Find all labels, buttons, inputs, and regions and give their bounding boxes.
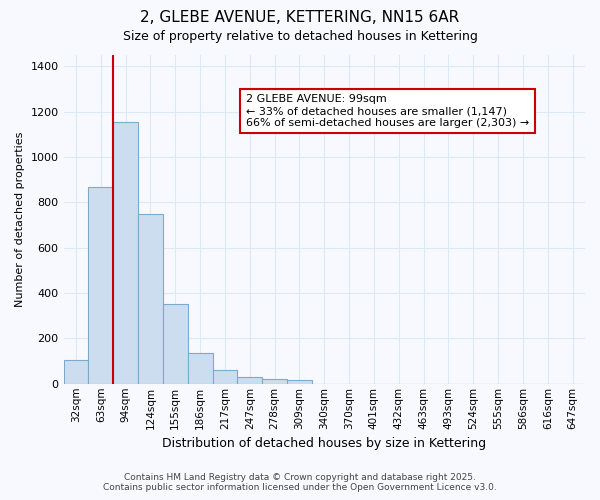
Bar: [262, 379, 287, 384]
Bar: [188, 353, 212, 384]
X-axis label: Distribution of detached houses by size in Kettering: Distribution of detached houses by size …: [162, 437, 487, 450]
Bar: [138, 214, 163, 384]
Bar: [212, 370, 238, 384]
Bar: [64, 360, 88, 384]
Bar: [113, 122, 138, 384]
Text: 2 GLEBE AVENUE: 99sqm
← 33% of detached houses are smaller (1,147)
66% of semi-d: 2 GLEBE AVENUE: 99sqm ← 33% of detached …: [246, 94, 529, 128]
Bar: [287, 380, 312, 384]
Bar: [163, 304, 188, 384]
Bar: [88, 186, 113, 384]
Y-axis label: Number of detached properties: Number of detached properties: [15, 132, 25, 307]
Text: 2, GLEBE AVENUE, KETTERING, NN15 6AR: 2, GLEBE AVENUE, KETTERING, NN15 6AR: [140, 10, 460, 25]
Bar: [238, 377, 262, 384]
Text: Contains HM Land Registry data © Crown copyright and database right 2025.
Contai: Contains HM Land Registry data © Crown c…: [103, 473, 497, 492]
Text: Size of property relative to detached houses in Kettering: Size of property relative to detached ho…: [122, 30, 478, 43]
